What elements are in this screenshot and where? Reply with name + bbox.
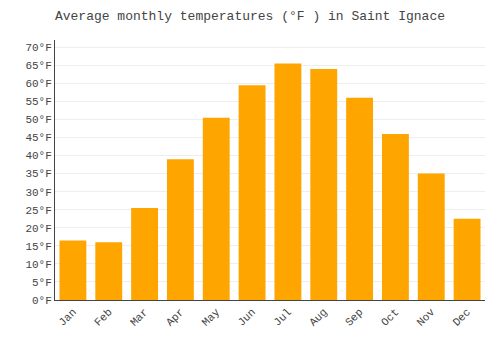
svg-text:15°F: 15°F <box>25 241 51 253</box>
svg-text:Oct: Oct <box>379 306 401 328</box>
svg-text:40°F: 40°F <box>25 150 51 162</box>
svg-text:Average monthly temperatures (: Average monthly temperatures (°F ) in Sa… <box>55 9 445 24</box>
svg-text:10°F: 10°F <box>25 259 51 271</box>
svg-text:50°F: 50°F <box>25 114 51 126</box>
svg-text:Aug: Aug <box>307 306 329 328</box>
svg-text:65°F: 65°F <box>25 60 51 72</box>
svg-text:30°F: 30°F <box>25 187 51 199</box>
svg-text:Mar: Mar <box>128 306 150 328</box>
svg-text:45°F: 45°F <box>25 132 51 144</box>
svg-text:Nov: Nov <box>415 306 438 329</box>
svg-text:70°F: 70°F <box>25 42 51 54</box>
svg-text:Apr: Apr <box>164 306 186 328</box>
svg-text:Feb: Feb <box>92 306 114 328</box>
svg-text:0°F: 0°F <box>32 295 52 307</box>
svg-text:Jan: Jan <box>56 306 78 328</box>
svg-text:5°F: 5°F <box>32 277 52 289</box>
svg-text:35°F: 35°F <box>25 168 51 180</box>
svg-text:Jun: Jun <box>236 306 258 328</box>
svg-text:Jul: Jul <box>271 306 293 328</box>
svg-text:Sep: Sep <box>343 306 365 328</box>
svg-text:55°F: 55°F <box>25 96 51 108</box>
svg-text:25°F: 25°F <box>25 205 51 217</box>
svg-text:Dec: Dec <box>451 306 473 328</box>
svg-text:60°F: 60°F <box>25 78 51 90</box>
svg-text:May: May <box>200 306 223 329</box>
svg-text:20°F: 20°F <box>25 223 51 235</box>
